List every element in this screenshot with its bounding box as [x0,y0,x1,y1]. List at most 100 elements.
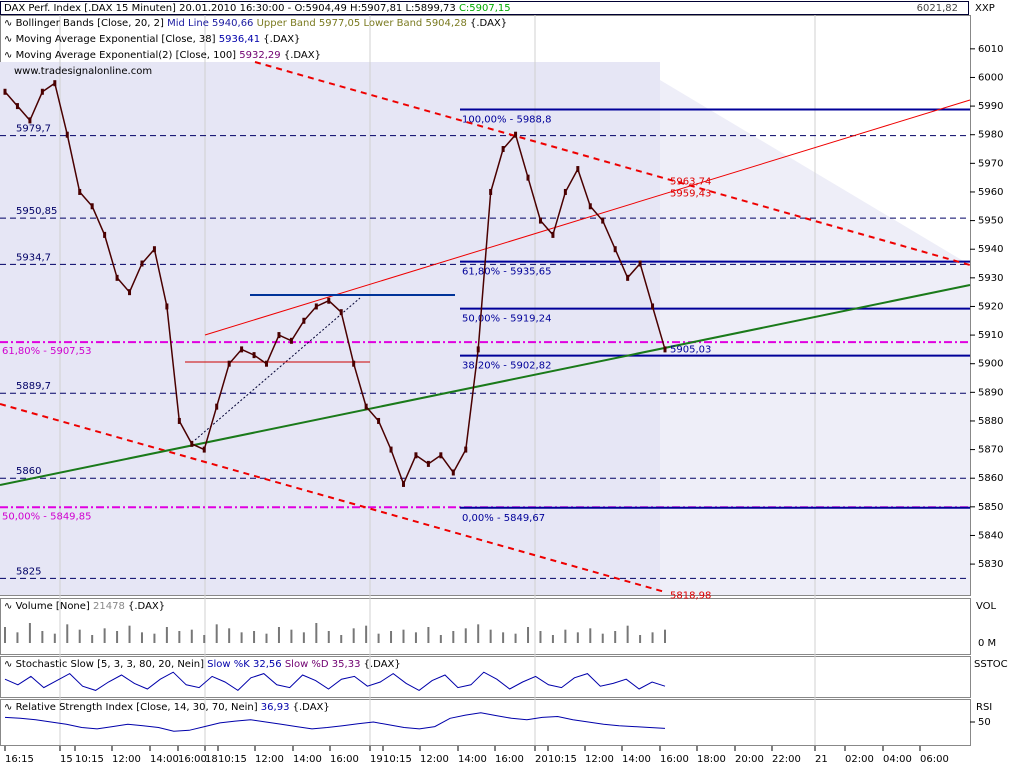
price-point [601,217,605,224]
legend: ∿ Moving Average Exponential(2) [Close, … [4,50,321,61]
price-point [563,188,567,195]
price-point [464,446,468,453]
y-tick-label: 6010 [978,44,1003,55]
price-point [451,469,455,476]
price-point [65,131,69,138]
t: {.DAX} [470,18,507,29]
y-tick-label: 5880 [978,416,1003,427]
price-point [165,303,169,310]
t: Stochastic Slow [5, 3, 3, 80, 20, Nein] [16,659,205,670]
trend-label: 5959,43 [670,189,711,200]
y-tick-label: 5840 [978,530,1003,541]
axis-label: SSTOC [974,659,1008,670]
price-point [426,460,430,467]
t: 5936,41 [219,34,260,45]
price-point [15,103,19,110]
x-tick-label: 16:15 [5,754,34,765]
header-title: DAX Perf. Index [.DAX 15 Minuten] 20.01.… [4,3,511,14]
price-point [327,297,331,304]
x-tick-label: 12:00 [585,754,614,765]
y-tick-label: 5940 [978,244,1003,255]
price-point [514,131,518,138]
close: C:5907,15 [459,3,511,14]
y-tick-label: 5950 [978,216,1003,227]
price-point [626,274,630,281]
price-point [103,231,107,238]
t: {.DAX} [263,34,300,45]
y-tick-label: 5900 [978,359,1003,370]
level-label: 5825 [16,566,41,577]
price-point [128,289,132,296]
price-point [190,440,194,447]
t: Slow %D 35,33 [285,659,361,670]
price-point [277,332,281,339]
stoch-panel [0,656,971,698]
t: {.DAX} [128,601,165,612]
x-tick-label: 12:00 [255,754,284,765]
price-point [651,303,655,310]
x-tick-label: 16:00 [330,754,359,765]
shade [0,62,660,595]
price-point [240,346,244,353]
x-tick-label: 16:00 [495,754,524,765]
t: {.DAX} [364,659,401,670]
y-tick-label: 5930 [978,273,1003,284]
x-tick-label: 02:00 [845,754,874,765]
price-point [289,337,293,344]
price-point [364,403,368,410]
y-tick-label: 5970 [978,158,1003,169]
rsi-line [4,712,666,732]
y-tick-label: 6000 [978,72,1003,83]
price-point [377,417,381,424]
x-tick-label: 14:00 [293,754,322,765]
levels: 5979,7 5950,85 5934,7 5889,7 5860 5825 61,80% … [0,108,970,579]
price-point [439,452,443,459]
y-tick-label: 5890 [978,387,1003,398]
t: Lower Band 5904,28 [363,18,466,29]
y-tick-label: 5850 [978,502,1003,513]
price-point [538,217,542,224]
x-tick-label: 19 [370,754,383,765]
t: Relative Strength Index [Close, 14, 30, … [16,702,258,713]
price-point [252,352,256,359]
price-point [588,203,592,210]
trend-label: 5818,98 [670,591,711,602]
price-point [215,403,219,410]
price-point [78,188,82,195]
fib-label: 61,80% - 5935,65 [462,267,551,278]
price-point [265,360,269,367]
legend: ∿ Relative Strength Index [Close, 14, 30… [4,702,330,713]
x-tick-label: 16:00 [178,754,207,765]
price-point [613,246,617,253]
title: DAX Perf. Index [.DAX 15 Minuten] 20.01.… [4,3,456,14]
fib-label: 50,00% - 5919,24 [462,314,551,325]
price-point [489,188,493,195]
axis-label: VOL [976,601,997,612]
price-point [389,446,393,453]
y-tick-label: 50 [978,717,991,728]
x-tick-label: 10:15 [75,754,104,765]
legend: ∿ Stochastic Slow [5, 3, 3, 80, 20, Nein… [4,659,401,670]
t: 5932,29 [239,50,280,61]
x-tick-label: 14:00 [458,754,487,765]
x-tick-label: 12:00 [112,754,141,765]
x-tick-label: 20 [535,754,548,765]
x-tick-label: 14:00 [622,754,651,765]
price-point [663,346,667,353]
price-point [227,360,231,367]
legend: ∿ Volume [None] 21478 {.DAX} [4,601,165,612]
price-point [401,480,405,487]
legend: ∿ Bollinger Bands [Close, 20, 2] Mid Lin… [4,18,507,29]
t: Bollinger Bands [Close, 20, 2] [16,18,164,29]
x-tick-label: 18 [205,754,218,765]
price-line [4,81,666,486]
fib-label: 0,00% - 5849,67 [462,513,545,524]
fib-label: 50,00% - 5849,85 [2,511,91,522]
price-point [28,117,32,124]
y-tick-label: 0 M [978,638,996,649]
price-point [140,260,144,267]
rsi-panel [0,699,971,746]
x-tick-label: 14:00 [150,754,179,765]
